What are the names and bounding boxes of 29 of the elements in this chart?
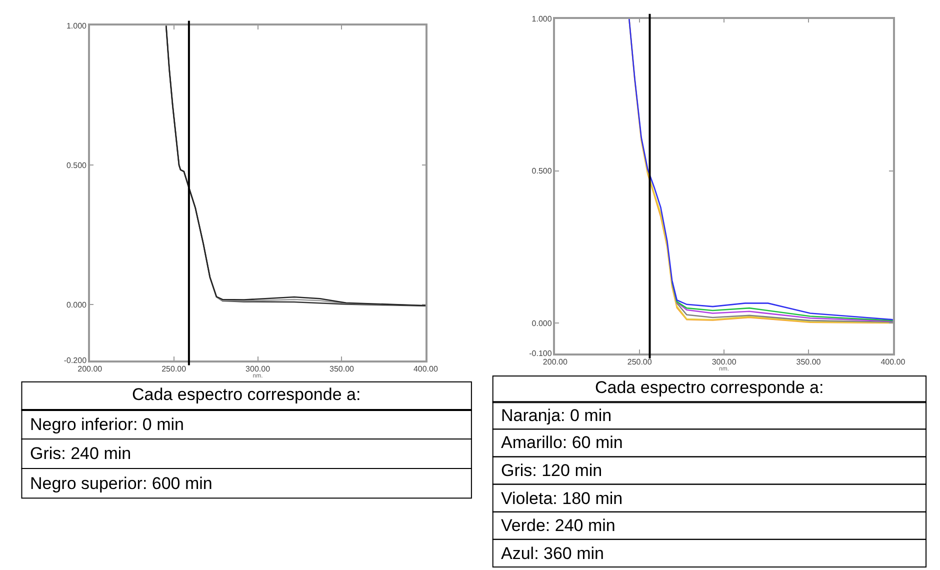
y-tick-label: -0.200 [64, 356, 88, 366]
y-tick-label: -0.100 [529, 349, 552, 358]
text: Gris: 240 min [30, 444, 132, 463]
text: Violeta: 180 min [501, 489, 623, 508]
y-tick-label: 1.000 [66, 21, 88, 30]
text: Azul: 360 min [501, 544, 604, 563]
x-tick-label: 400.00 [413, 364, 438, 374]
text: Verde: 240 min [501, 516, 616, 535]
x-tick-label: 350.00 [330, 364, 355, 374]
text: Negro superior: 600 min [30, 474, 212, 493]
text: Cada espectro corresponde a: [595, 378, 824, 397]
x-tick-label: 200.00 [542, 358, 568, 367]
y-tick-label: 0.500 [66, 160, 88, 170]
x-tick-label: 250.00 [627, 358, 652, 367]
x-tick-label: 300.00 [246, 364, 271, 374]
x-tick-label: 250.00 [162, 364, 187, 374]
x-tick-label: 350.00 [796, 358, 822, 367]
text: Cada espectro corresponde a: [132, 385, 361, 404]
y-tick-label: 0.000 [66, 300, 88, 310]
text: Negro inferior: 0 min [30, 415, 184, 434]
y-tick-label: 0.500 [532, 166, 552, 176]
y-tick-label: 0.000 [532, 318, 552, 328]
x-tick-label: 200.00 [78, 364, 103, 374]
x-tick-label: 400.00 [880, 358, 906, 367]
y-tick-label: 1.000 [532, 14, 552, 24]
text: Naranja: 0 min [501, 406, 612, 425]
text: Gris: 120 min [501, 461, 602, 480]
text: Amarillo: 60 min [501, 433, 623, 452]
x-tick-label: 300.00 [712, 358, 737, 367]
